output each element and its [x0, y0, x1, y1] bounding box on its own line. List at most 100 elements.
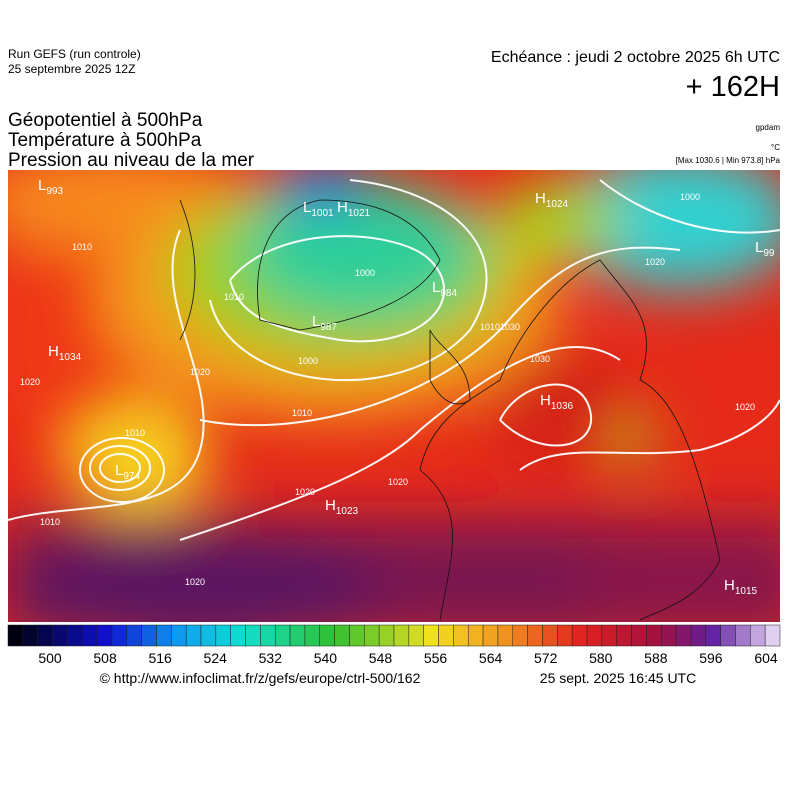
color-swatch: [423, 624, 439, 647]
colorbar-label: 500: [38, 650, 62, 666]
center-value: 1015: [735, 586, 758, 597]
pressure-center: L974: [115, 462, 140, 482]
color-swatch: [720, 624, 736, 647]
isobar-label: 1030: [530, 354, 550, 364]
color-swatch: [438, 624, 454, 647]
color-swatch: [542, 624, 558, 647]
colorbar-label: 596: [699, 650, 723, 666]
pressure-center: L984: [432, 279, 457, 299]
lead-time: + 162H: [686, 71, 780, 103]
color-swatch: [334, 624, 350, 647]
isobar-label: 1010: [224, 292, 244, 302]
source-url: © http://www.infoclimat.fr/z/gefs/europe…: [100, 670, 421, 686]
color-swatch: [631, 624, 647, 647]
color-swatch: [571, 624, 588, 647]
center-letter: H: [540, 392, 551, 409]
isobar-label: 1010: [72, 242, 92, 252]
center-letter: L: [755, 239, 763, 256]
center-letter: L: [312, 313, 320, 330]
color-swatch: [111, 624, 128, 647]
pressure-center: L99: [755, 239, 775, 259]
center-value: 984: [440, 288, 457, 299]
echeance: Echéance : jeudi 2 octobre 2025 6h UTC: [491, 49, 780, 66]
unit: °C: [771, 143, 780, 152]
color-swatch: [141, 624, 157, 647]
run: Run GEFS (run controle): [8, 47, 141, 61]
colorbar-label: 604: [754, 650, 778, 666]
colorbar-label: 588: [644, 650, 668, 666]
colorbar-label: 524: [204, 650, 228, 666]
pressure-center: L1001: [303, 199, 334, 219]
center-value: 1021: [348, 208, 371, 219]
center-letter: L: [38, 177, 46, 194]
isobar-label: 1020: [185, 577, 205, 587]
center-value: 974: [123, 471, 140, 482]
color-swatch: [497, 624, 514, 647]
center-value: 1001: [311, 208, 334, 219]
center-letter: H: [325, 497, 336, 514]
pressure-center: H1015: [724, 577, 758, 597]
center-letter: H: [337, 199, 348, 216]
color-swatch: [126, 624, 142, 647]
center-value: 1023: [336, 506, 359, 517]
colorbar: 500 508 516 524 532 540 548 556 564 572 580 588 596 6…: [7, 624, 781, 666]
center-letter: L: [432, 279, 440, 296]
isobar-label: 1020: [20, 377, 40, 387]
color-swatch: [81, 624, 98, 647]
color-swatch: [156, 624, 172, 647]
color-swatch: [675, 624, 692, 647]
pressure-center: H1023: [325, 497, 359, 517]
color-swatch: [230, 624, 246, 647]
color-swatch: [7, 624, 24, 647]
isobar-label: 1000: [355, 268, 375, 278]
center-letter: L: [303, 199, 311, 216]
color-swatch: [22, 624, 38, 647]
center-letter: H: [535, 190, 546, 207]
color-swatch: [646, 624, 662, 647]
color-swatch: [512, 624, 528, 647]
pressure-center: H1034: [48, 343, 82, 363]
pressure-center: L993: [38, 177, 63, 197]
color-swatch: [705, 624, 721, 647]
colorbar-label: 564: [479, 650, 503, 666]
isobar-label: 1020: [645, 257, 665, 267]
color-swatch: [52, 624, 68, 647]
center-value: 987: [320, 322, 337, 333]
color-swatch: [245, 624, 261, 647]
isobar-label: 1000: [680, 192, 700, 202]
color-swatch: [200, 624, 217, 647]
color-swatch: [37, 624, 53, 647]
color-swatch: [185, 624, 202, 647]
colorbar-label: 580: [589, 650, 613, 666]
pressure-center: L987: [312, 313, 337, 333]
unit: [Max 1030.6 | Min 973.8] hPa: [676, 156, 781, 165]
color-swatch: [393, 624, 410, 647]
colorbar-label: 540: [314, 650, 338, 666]
isobar-label: 1010: [40, 517, 60, 527]
isobar-label: 1000: [298, 356, 318, 366]
color-swatch: [408, 624, 424, 647]
color-swatch: [764, 624, 781, 647]
color-swatch: [586, 624, 603, 647]
color-swatch: [482, 624, 499, 647]
color-swatch: [364, 624, 380, 647]
color-swatch: [750, 624, 766, 647]
title: Pression au niveau de la mer: [8, 150, 255, 171]
color-swatch: [557, 624, 573, 647]
unit: gpdam: [756, 123, 781, 132]
color-swatch: [171, 624, 187, 647]
center-value: 1024: [546, 199, 569, 210]
isobar-label: 1020: [295, 487, 315, 497]
center-value: 993: [46, 186, 63, 197]
center-letter: H: [48, 343, 59, 360]
color-swatch: [378, 624, 395, 647]
run-date: 25 septembre 2025 12Z: [8, 62, 135, 76]
center-value: 99: [763, 248, 775, 259]
isobar-label: 1010: [125, 428, 145, 438]
isobar-label: 1020: [388, 477, 408, 487]
center-value: 1036: [551, 401, 574, 412]
colorbar-label: 532: [259, 650, 283, 666]
colorbar-label: 516: [148, 650, 172, 666]
